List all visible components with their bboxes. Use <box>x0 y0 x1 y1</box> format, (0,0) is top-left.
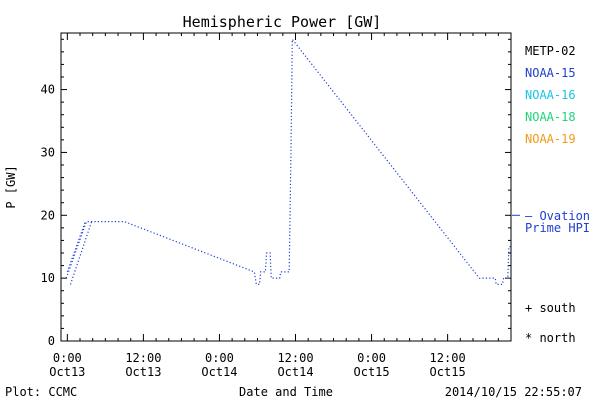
y-tick-label: 10 <box>41 271 55 285</box>
y-tick-label: 30 <box>41 145 55 159</box>
series-line-1 <box>69 221 93 285</box>
legend-entry: NOAA-19 <box>525 132 576 146</box>
x-tick-label-time: 0:00 <box>205 351 234 365</box>
footer-timestamp: 2014/10/15 22:55:07 <box>445 385 582 399</box>
y-axis: 0 10 20 30 40 <box>41 38 511 348</box>
symbol-key-north: * north <box>525 331 576 345</box>
legend-entry: NOAA-16 <box>525 88 576 102</box>
x-tick-label-time: 12:00 <box>277 351 313 365</box>
y-tick-label: 0 <box>48 334 55 348</box>
legend-entry: NOAA-18 <box>525 110 576 124</box>
x-tick-label-time: 0:00 <box>357 351 386 365</box>
series-line-2 <box>66 221 86 273</box>
legend-entry: NOAA-15 <box>525 66 576 80</box>
y-tick-label: 20 <box>41 208 55 222</box>
y-tick-label: 40 <box>41 83 55 97</box>
x-axis-label: Date and Time <box>239 385 333 399</box>
x-tick-label-time: 12:00 <box>430 351 466 365</box>
x-tick-label-time: 0:00 <box>53 351 82 365</box>
legend-entry: METP-02 <box>525 44 576 58</box>
ovation-label-line2: Prime HPI <box>525 221 590 235</box>
x-axis: 0:00Oct1312:00Oct130:00Oct1412:00Oct140:… <box>49 33 512 379</box>
ovation-label-line1: — Ovation <box>525 209 590 223</box>
x-tick-label-date: Oct13 <box>49 365 85 379</box>
footer-source: Plot: CCMC <box>5 385 77 399</box>
y-axis-label: P [GW] <box>4 165 18 208</box>
plot-frame <box>60 32 512 342</box>
series-line-0 <box>65 37 511 285</box>
x-tick-label-time: 12:00 <box>125 351 161 365</box>
x-tick-label-date: Oct15 <box>430 365 466 379</box>
chart-title: Hemispheric Power [GW] <box>183 13 382 31</box>
symbol-key-south: + south <box>525 301 576 315</box>
legend: METP-02 NOAA-15 NOAA-16 NOAA-18 NOAA-19 <box>525 44 576 146</box>
x-tick-label-date: Oct14 <box>277 365 313 379</box>
x-tick-label-date: Oct14 <box>201 365 237 379</box>
x-tick-label-date: Oct13 <box>125 365 161 379</box>
x-tick-label-date: Oct15 <box>354 365 390 379</box>
series-group <box>65 37 511 285</box>
